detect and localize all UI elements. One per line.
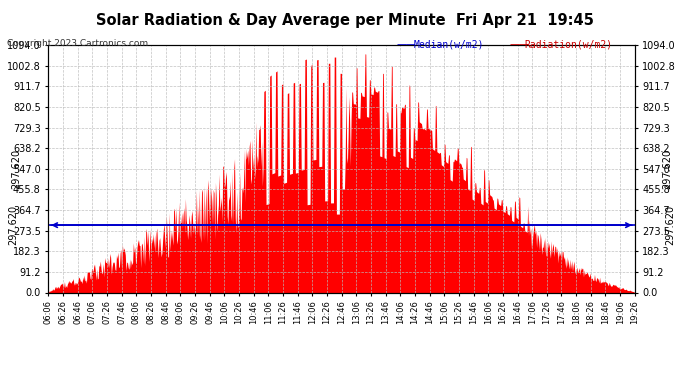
Text: 297.620: 297.620: [662, 149, 672, 189]
Text: 297.620: 297.620: [11, 149, 21, 189]
Text: ——: ——: [509, 39, 529, 50]
Text: 297.620: 297.620: [665, 205, 675, 245]
Text: Median(w/m2): Median(w/m2): [414, 39, 484, 50]
Text: Solar Radiation & Day Average per Minute  Fri Apr 21  19:45: Solar Radiation & Day Average per Minute…: [96, 13, 594, 28]
Text: ——: ——: [397, 39, 416, 50]
Text: Radiation(w/m2): Radiation(w/m2): [524, 39, 613, 50]
Text: 297.620: 297.620: [8, 205, 18, 245]
Text: Copyright 2023 Cartronics.com: Copyright 2023 Cartronics.com: [7, 39, 148, 48]
